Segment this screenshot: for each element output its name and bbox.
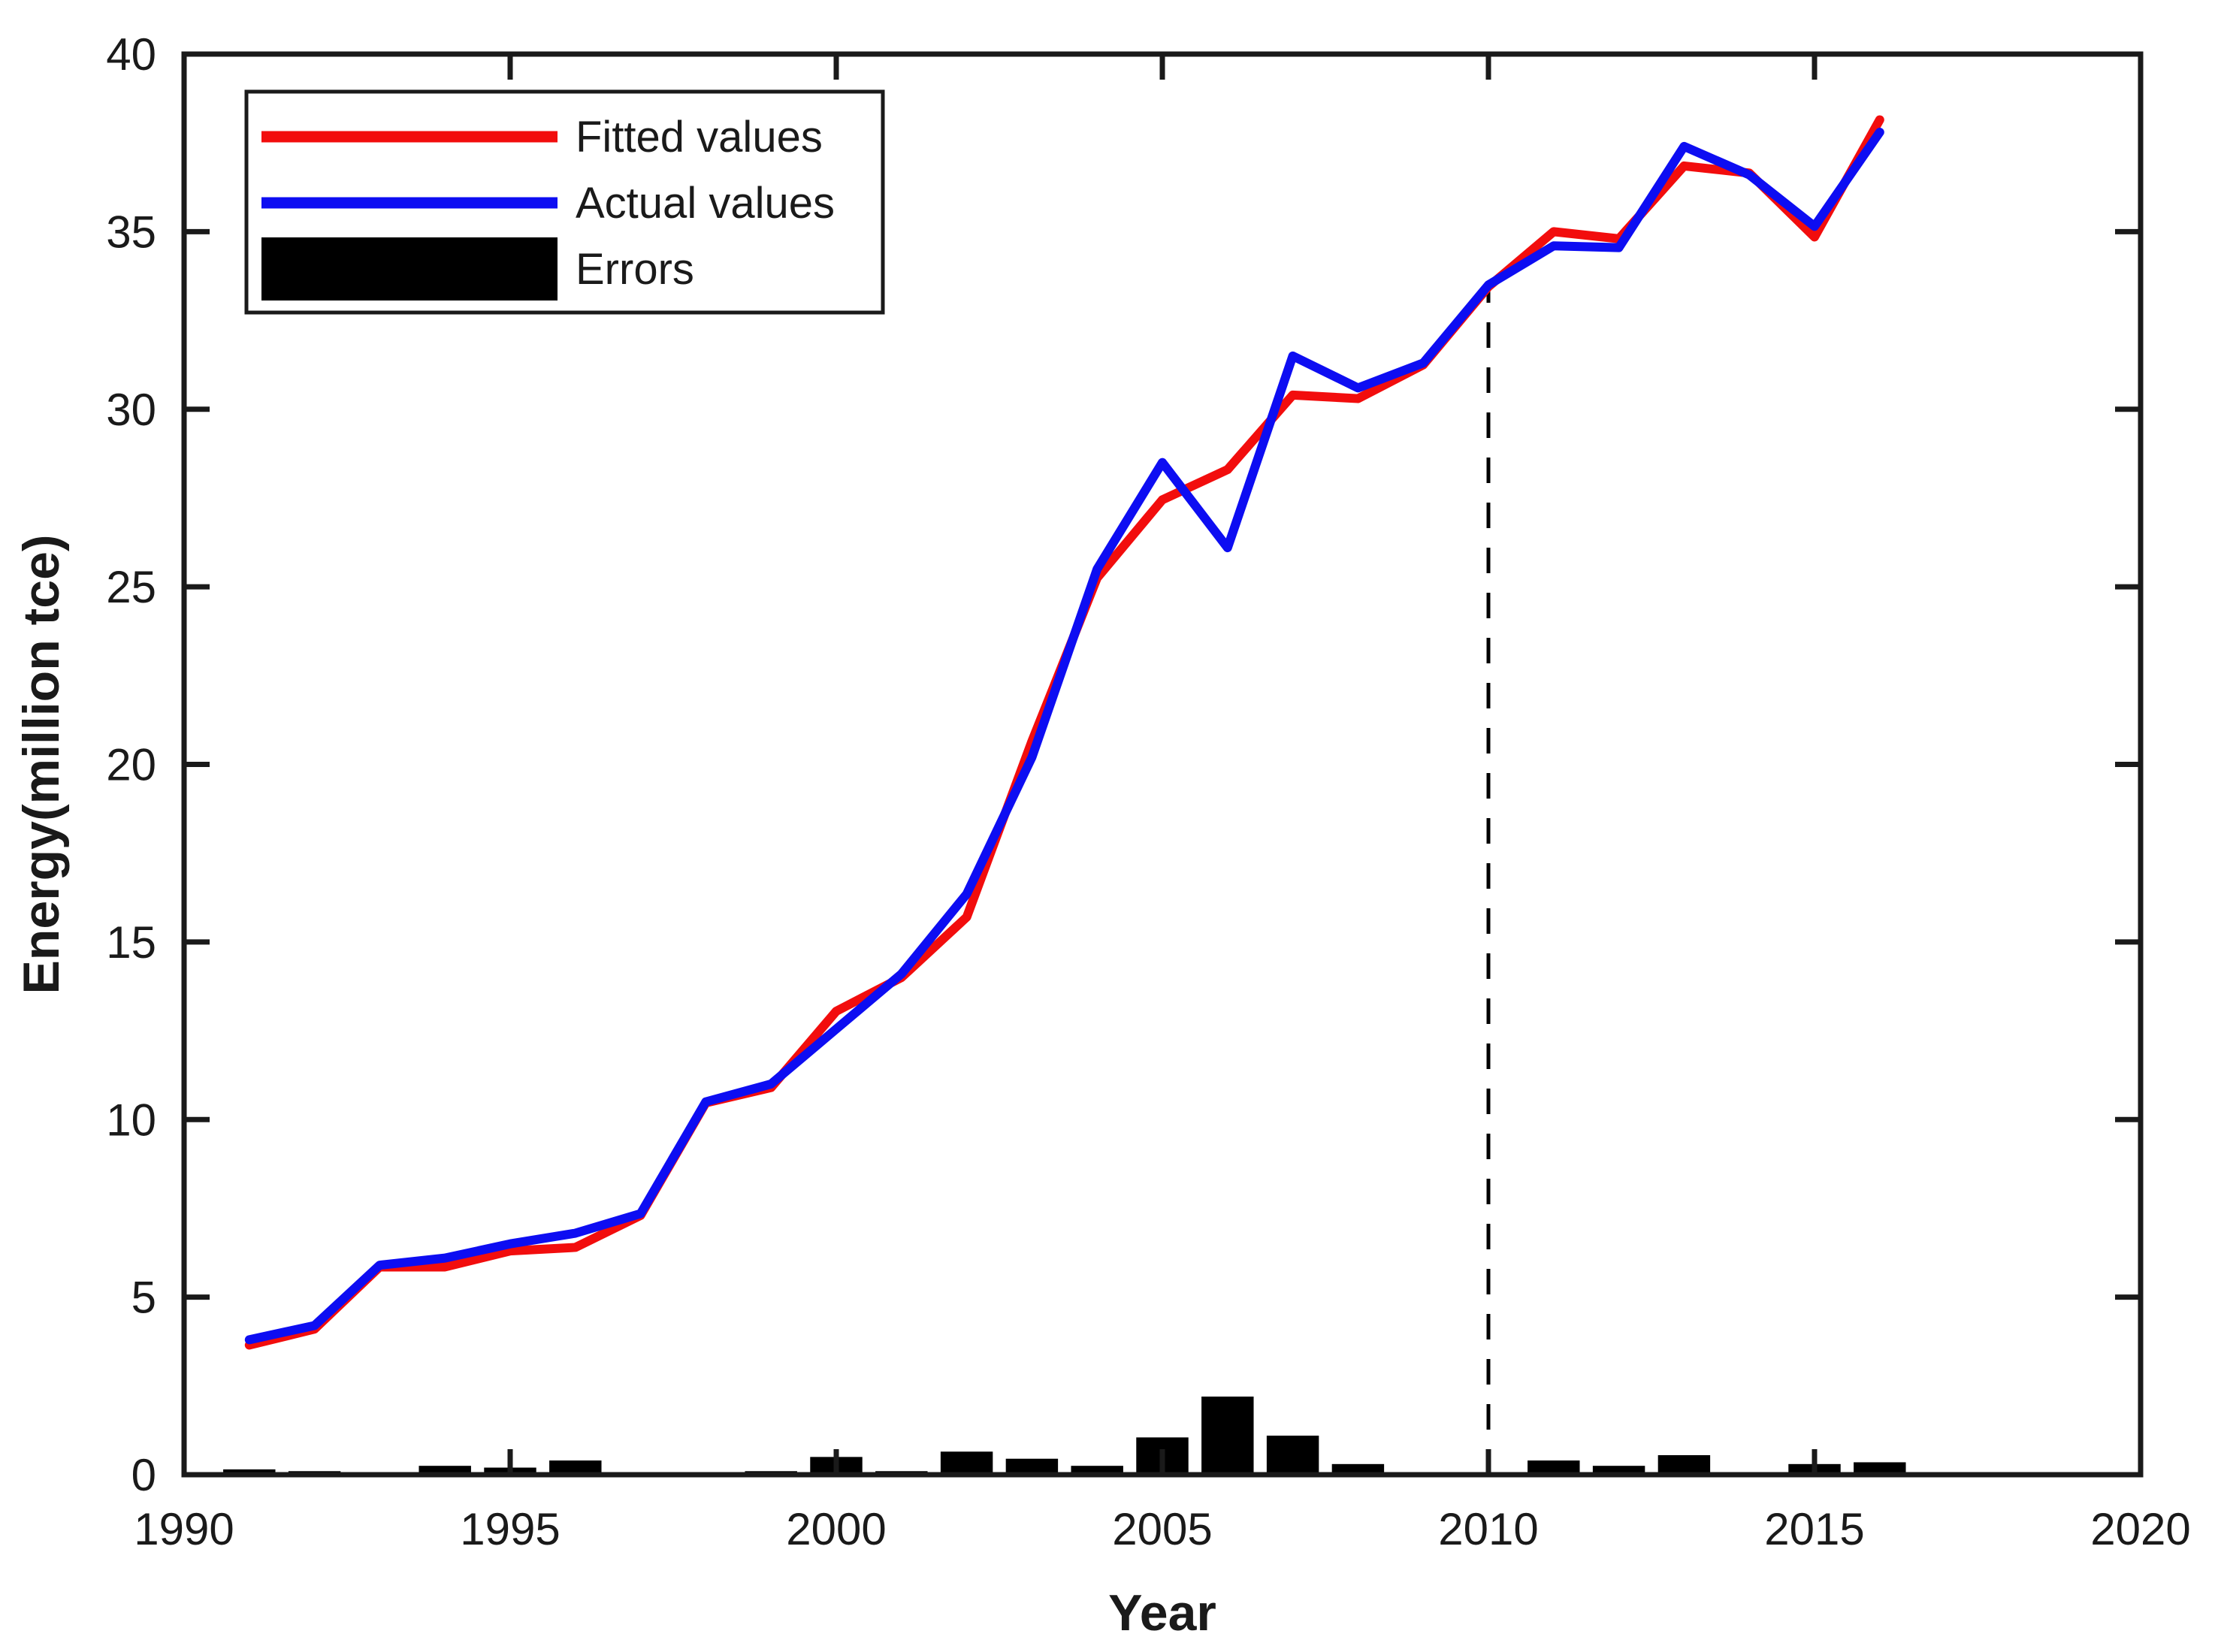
- x-tick-label: 1995: [460, 1504, 560, 1554]
- legend-label: Errors: [576, 245, 694, 294]
- y-tick-label: 35: [106, 207, 156, 257]
- error-bar: [940, 1451, 993, 1475]
- x-tick-label: 2000: [786, 1504, 886, 1554]
- error-bar: [1854, 1462, 1906, 1475]
- y-tick-label: 5: [131, 1273, 156, 1323]
- error-bar: [1331, 1463, 1385, 1475]
- y-tick-label: 15: [106, 917, 156, 968]
- error-bar: [223, 1469, 276, 1475]
- x-axis-label: Year: [1108, 1584, 1216, 1641]
- error-bar: [1528, 1460, 1580, 1475]
- error-bar: [1005, 1458, 1059, 1475]
- error-bar: [1071, 1466, 1123, 1475]
- y-axis-label: Energy(million tce): [13, 534, 70, 994]
- error-bar: [1266, 1435, 1319, 1475]
- x-tick-label: 2020: [2090, 1504, 2190, 1554]
- legend-label: Actual values: [576, 179, 835, 228]
- x-tick-label: 1990: [134, 1504, 234, 1554]
- x-tick-label: 2005: [1112, 1504, 1212, 1554]
- error-bar: [1657, 1454, 1711, 1475]
- legend-label: Fitted values: [576, 113, 823, 162]
- x-tick-label: 2010: [1438, 1504, 1538, 1554]
- x-tick-label: 2015: [1764, 1504, 1864, 1554]
- y-tick-label: 40: [106, 29, 156, 80]
- y-tick-label: 30: [106, 385, 156, 435]
- y-tick-label: 20: [106, 740, 156, 790]
- y-tick-label: 25: [106, 562, 156, 612]
- legend-errors-swatch: [261, 237, 558, 301]
- error-bar: [1592, 1466, 1645, 1475]
- error-bar: [549, 1460, 602, 1475]
- error-bar: [1201, 1396, 1254, 1475]
- y-tick-label: 10: [106, 1095, 156, 1145]
- error-bar: [419, 1466, 471, 1475]
- y-tick-label: 0: [131, 1450, 156, 1500]
- actual-values-line: [244, 128, 1884, 1345]
